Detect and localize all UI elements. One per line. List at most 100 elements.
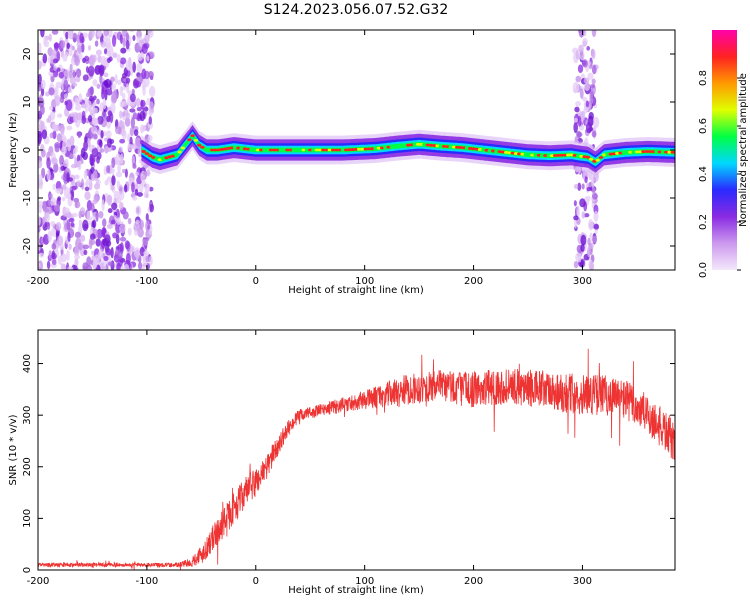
- spectrogram-noise-cell: [85, 66, 89, 74]
- spectrogram-noise-cell: [66, 219, 71, 231]
- spectrogram-noise-cell: [125, 59, 133, 71]
- spectrogram-noise-cell: [112, 52, 118, 59]
- spectrogram-noise-cell: [129, 108, 136, 113]
- spectrogram-noise-cell: [573, 215, 579, 221]
- spectrogram-noise-cell: [86, 211, 90, 223]
- spectrogram-noise-cell: [96, 83, 101, 89]
- spectrogram-noise-cell: [57, 113, 63, 118]
- spectrogram-noise-cell: [101, 199, 105, 212]
- spectrogram-peak-cell: [389, 145, 395, 149]
- spectrogram-peak-cell: [432, 144, 437, 147]
- spectrogram-noise-cell: [136, 106, 142, 112]
- spectrogram-peak-cell: [445, 145, 450, 148]
- spectrogram-noise-cell: [589, 260, 594, 270]
- spectrogram-noise-cell: [88, 104, 95, 114]
- spectrogram-noise-cell: [116, 217, 122, 225]
- spectrogram-noise-cell: [102, 99, 107, 110]
- spectrogram-noise-cell: [82, 74, 89, 82]
- spectrogram-noise-cell: [85, 92, 90, 98]
- spectrogram-peak-cell: [311, 148, 316, 152]
- spectrogram-peak-cell: [631, 150, 636, 154]
- spectrogram-marks: [38, 30, 675, 270]
- spectrogram-noise-cell: [137, 262, 143, 270]
- spectrogram-peak-cell: [523, 153, 529, 156]
- spectrogram-noise-cell: [120, 128, 126, 137]
- spectrogram-noise-cell: [591, 130, 597, 138]
- spectrogram-noise-cell: [145, 213, 149, 222]
- spectrogram-peak-cell: [259, 148, 264, 152]
- spectrogram-noise-cell: [86, 199, 93, 212]
- spectrogram-noise-cell: [92, 54, 97, 63]
- spectrogram-noise-cell: [149, 85, 156, 98]
- spectrogram-noise-cell: [587, 72, 594, 80]
- spectrogram-noise-cell: [89, 30, 95, 39]
- spectrogram-noise-cell: [149, 203, 155, 213]
- spectrogram-noise-cell: [41, 129, 48, 140]
- spectrogram-noise-cell: [96, 98, 100, 105]
- spectrogram-x-ticks: -200 -100 0 100 200 300: [27, 30, 592, 287]
- spectrogram-peak-cell: [370, 147, 375, 151]
- spectrogram-noise-cell: [96, 30, 103, 37]
- spectrogram-peak-cell: [285, 148, 290, 152]
- snr-series-line: [38, 348, 675, 570]
- spectrogram-noise-cell: [580, 243, 585, 252]
- spectrogram-noise-cell: [105, 130, 112, 139]
- spectrogram-peak-cell: [340, 148, 346, 152]
- spectrogram-noise-cell: [103, 48, 108, 55]
- spectrogram-noise-cell: [63, 70, 70, 78]
- spectrogram-noise-cell: [66, 42, 71, 50]
- spectrogram-peak-cell: [438, 144, 444, 148]
- spectrogram-noise-cell: [123, 184, 128, 193]
- spectrogram-peak-cell: [628, 150, 633, 154]
- spectrogram-noise-cell: [575, 100, 581, 107]
- spectrogram-noise-cell: [75, 160, 81, 168]
- spectrogram-noise-cell: [65, 212, 72, 218]
- spectrogram-noise-cell: [591, 78, 596, 85]
- spectrogram-noise-cell: [139, 110, 146, 122]
- spectrogram-noise-cell: [135, 205, 142, 216]
- y-tick-label: 0: [22, 567, 33, 573]
- spectrogram-peak-cell: [262, 148, 267, 152]
- spectrogram-noise-cell: [111, 175, 116, 186]
- spectrogram-noise-cell: [89, 233, 96, 240]
- spectrogram-noise-cell: [143, 250, 150, 256]
- x-tick-label: -200: [27, 576, 50, 587]
- spectrogram-noise-cell: [107, 194, 113, 206]
- spectrogram-noise-cell: [135, 249, 140, 261]
- spectrogram-peak-cell: [664, 150, 669, 154]
- spectrogram-noise-cell: [98, 64, 105, 75]
- spectrogram-noise-cell: [115, 153, 122, 166]
- spectrogram-noise-cell: [133, 129, 139, 137]
- spectrogram-noise-cell: [585, 122, 593, 134]
- spectrogram-noise-cell: [135, 97, 141, 107]
- spectrogram-peak-cell: [441, 144, 447, 148]
- spectrogram-peak-cell: [288, 148, 293, 152]
- spectrogram-noise-cell: [63, 207, 70, 214]
- y-tick-label: -10: [22, 190, 33, 206]
- spectrogram-peak-cell: [272, 148, 277, 152]
- spectrogram-peak-cell: [448, 145, 453, 149]
- spectrogram-noise-cell: [592, 235, 598, 244]
- spectrogram-peak-cell: [334, 148, 339, 152]
- spectrogram-noise-cell: [106, 224, 113, 230]
- spectrogram-noise-cell: [100, 130, 104, 139]
- spectrogram-noise-cell: [68, 70, 73, 79]
- spectrogram-noise-cell: [144, 33, 150, 44]
- spectrogram-noise-cell: [98, 249, 104, 260]
- spectrogram-noise-cell: [111, 34, 117, 47]
- spectrogram-peak-cell: [500, 150, 506, 154]
- spectrogram-noise-cell: [78, 210, 82, 219]
- spectrogram-noise-cell: [67, 30, 73, 40]
- spectrogram-peak-cell: [654, 150, 659, 154]
- spectrogram-noise-cell: [64, 51, 69, 57]
- spectrogram-noise-cell: [147, 30, 153, 34]
- spectrogram-noise-cell: [580, 110, 586, 122]
- spectrogram-noise-cell: [104, 179, 109, 186]
- spectrogram-noise-cell: [132, 61, 136, 73]
- spectrogram-noise-cell: [117, 163, 121, 173]
- spectrogram-noise-cell: [47, 230, 52, 243]
- spectrogram-noise-cell: [56, 133, 62, 143]
- spectrogram-noise-cell: [75, 68, 82, 78]
- spectrogram-peak-cell: [399, 144, 404, 148]
